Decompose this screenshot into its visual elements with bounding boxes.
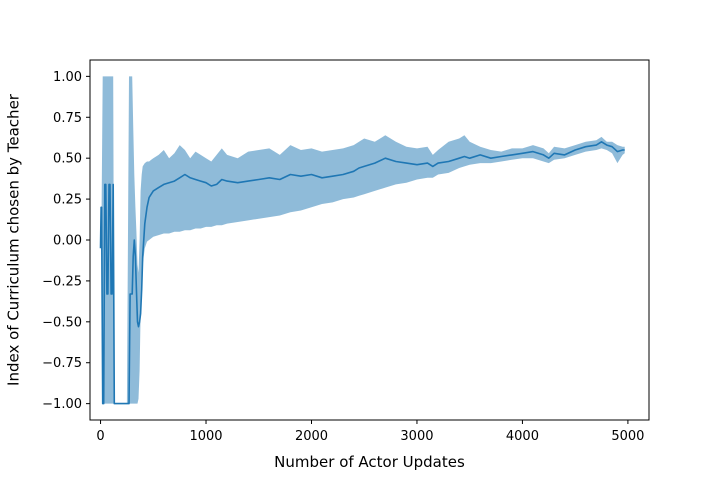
y-tick-label: −0.75 (42, 356, 82, 371)
y-tick-label: 0.75 (53, 111, 82, 126)
x-axis: 0 1000 2000 3000 4000 5000 (96, 420, 644, 444)
y-tick-label: 0.25 (53, 193, 82, 208)
confidence-band (100, 76, 625, 404)
series-line (99, 141, 625, 405)
y-tick-label: 1.00 (53, 70, 82, 85)
plot-area (99, 76, 625, 405)
x-tick-label: 3000 (400, 429, 433, 444)
y-axis-label: Index of Curriculum chosen by Teacher (5, 93, 23, 386)
y-axis: 1.00 0.75 0.50 0.25 0.00 −0.25 −0.50 −0.75 −1.00 (42, 70, 90, 412)
x-tick-label: 2000 (295, 429, 328, 444)
x-axis-label: Number of Actor Updates (274, 453, 465, 471)
y-tick-label: 0.00 (53, 234, 82, 249)
x-tick-label: 0 (96, 429, 104, 444)
x-tick-label: 5000 (611, 429, 644, 444)
x-tick-label: 4000 (506, 429, 539, 444)
y-tick-label: 0.50 (53, 152, 82, 167)
y-tick-label: −0.25 (42, 274, 82, 289)
y-tick-label: −0.50 (42, 315, 82, 330)
axes-frame (89, 59, 650, 421)
x-tick-label: 1000 (189, 429, 222, 444)
y-tick-label: −1.00 (42, 397, 82, 412)
